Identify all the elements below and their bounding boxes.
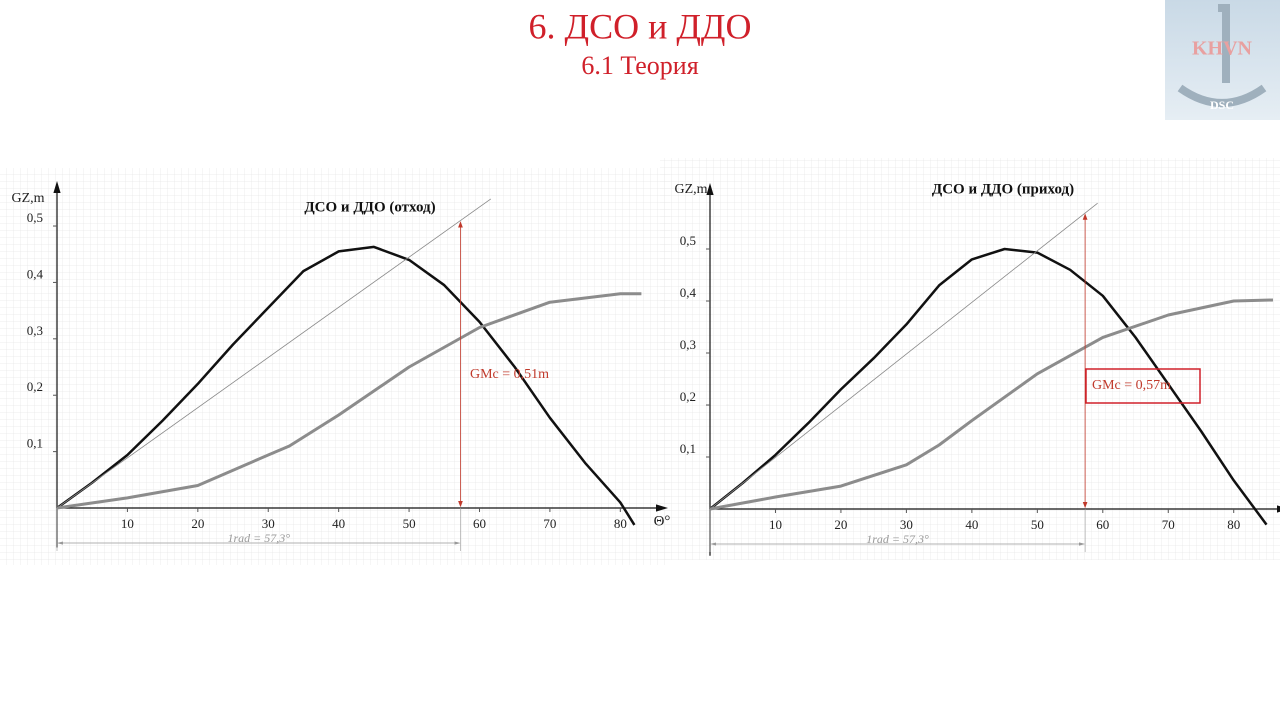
- x-tick-label: 40: [965, 517, 978, 532]
- series-line: [709, 202, 1098, 510]
- x-tick-label: 60: [1096, 517, 1109, 532]
- logo-caption: DSC: [1210, 98, 1234, 112]
- chart-paper: [0, 168, 670, 565]
- x-tick-label: 60: [473, 516, 486, 531]
- y-axis-label: GZ,m: [674, 182, 707, 197]
- series-line: [709, 247, 1268, 526]
- y-tick-label: 0,2: [680, 389, 696, 404]
- chart-paper: [660, 158, 1280, 560]
- x-tick-label: 50: [1031, 517, 1044, 532]
- x-tick-label: 50: [403, 516, 416, 531]
- y-tick-label: 0,1: [680, 441, 696, 456]
- y-axis-label: GZ,m: [11, 191, 44, 206]
- x-tick-label: 20: [191, 516, 204, 531]
- logo: KHVN DSC: [1165, 0, 1280, 120]
- y-tick-label: 0,3: [680, 337, 696, 352]
- y-tick-label: 0,1: [27, 436, 43, 451]
- y-tick-label: 0,4: [680, 285, 697, 300]
- chart: ДСО и ДДО (отход) GZ,m Θ° 10 20 30 40 50 60 70 80 0…: [11, 181, 671, 552]
- x-tick-label: 30: [262, 516, 275, 531]
- x-tick-label: 70: [543, 516, 556, 531]
- gmc-box: [1085, 368, 1201, 404]
- rad-label: 1rad = 57,3°: [866, 532, 929, 546]
- y-tick-label: 0,4: [27, 266, 44, 281]
- slide-subtitle: 6.1 Теория: [581, 51, 698, 80]
- slide-title: 6. ДСО и ДДО: [529, 6, 752, 46]
- y-tick-label: 0,2: [27, 379, 43, 394]
- y-tick-label: 0,5: [680, 233, 696, 248]
- gmc-label: GMc = 0,57m: [1092, 378, 1171, 393]
- chart-title: ДСО и ДДО (отход): [304, 199, 435, 215]
- x-tick-label: 10: [121, 516, 134, 531]
- y-tick-label: 0,5: [27, 210, 43, 225]
- x-axis-label: Θ°: [654, 513, 671, 529]
- gmc-label: GMc = 0,51m: [470, 367, 549, 382]
- x-tick-label: 70: [1162, 517, 1175, 532]
- rad-label: 1rad = 57,3°: [227, 531, 290, 545]
- logo-text: KHVN: [1192, 38, 1253, 60]
- x-tick-label: 10: [769, 517, 782, 532]
- x-tick-label: 80: [1227, 517, 1240, 532]
- logo-anchor: [1177, 4, 1267, 107]
- series-line: [709, 298, 1274, 511]
- x-tick-label: 80: [614, 516, 627, 531]
- chart: ДСО и ДДО (приход) GZ,m 10 20 30 40 50 60 70 80 0,…: [674, 181, 1280, 556]
- series-line: [56, 198, 492, 509]
- x-tick-label: 20: [834, 517, 847, 532]
- y-tick-label: 0,3: [27, 323, 43, 338]
- series-line: [56, 245, 636, 526]
- x-tick-label: 40: [332, 516, 345, 531]
- chart-title: ДСО и ДДО (приход): [932, 181, 1074, 197]
- series-line: [56, 292, 642, 510]
- x-tick-label: 30: [900, 517, 913, 532]
